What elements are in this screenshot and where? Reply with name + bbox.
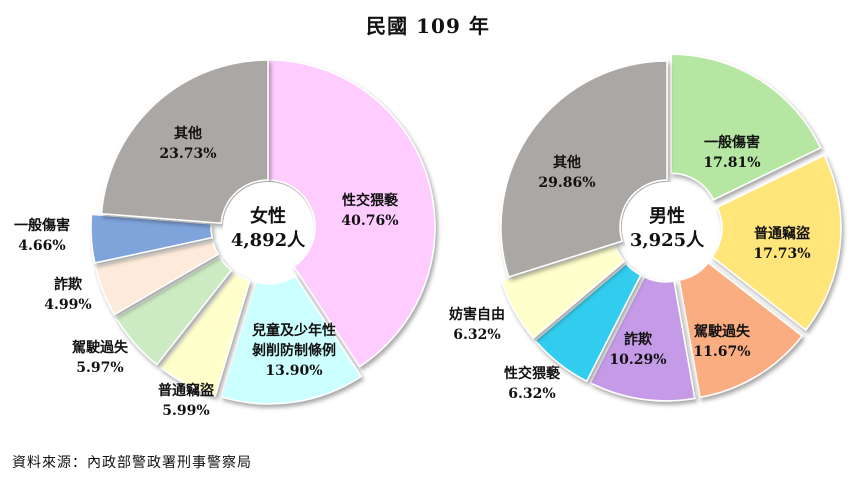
slice-一般傷害 <box>90 213 213 264</box>
slice-label-其他: 其他 23.73% <box>159 125 216 162</box>
slice-其他 <box>500 60 668 278</box>
slice-詐欺 <box>94 239 220 316</box>
slice-普通竊盜 <box>710 154 842 331</box>
slice-性交猥褻 <box>534 262 642 383</box>
slice-label-妨害自由: 妨害自由 6.32% <box>448 306 505 343</box>
slice-普通竊盜 <box>158 271 251 397</box>
slice-label-普通竊盜: 普通竊盜 17.73% <box>753 225 811 262</box>
slice-label-其他: 其他 29.86% <box>538 154 595 191</box>
slice-兒童及少年性剝削防制條例 <box>220 275 363 405</box>
slice-其他 <box>100 59 269 225</box>
slice-性交猥褻 <box>267 59 436 368</box>
slice-label-性交猥褻: 性交猥褻 40.76% <box>341 192 399 229</box>
page-title: 民國 109 年 <box>366 14 490 38</box>
slice-label-一般傷害: 一般傷害 4.66% <box>14 217 70 254</box>
center-disk <box>223 182 313 272</box>
source-note: 資料來源：內政部警政署刑事警察局 <box>12 455 252 471</box>
center-label: 女性 4,892人 <box>231 205 306 251</box>
slice-label-駕駛過失: 駕駛過失 5.97% <box>71 339 129 376</box>
slice-label-性交猥褻: 性交猥褻 6.32% <box>504 365 561 402</box>
male-doughnut-chart: 一般傷害 17.81% 普通竊盜 17.73% 駕駛過失 11.67% 詐欺 10.29% 性交… <box>448 53 842 402</box>
slice-駕駛過失 <box>115 256 233 366</box>
slice-label-詐欺: 詐欺 4.99% <box>44 276 91 313</box>
slice-label-一般傷害: 一般傷害 17.81% <box>703 134 760 171</box>
center-label: 男性 3,925人 <box>630 205 705 251</box>
female-doughnut-chart: 性交猥褻 40.76% 兒童及少年性剝削防制條例 13.90% 普通竊盜 5.99% 駕駛過… <box>14 59 436 419</box>
slice-一般傷害 <box>670 53 822 201</box>
slice-label-兒童及少年性剝削防制條例: 兒童及少年性剝削防制條例 13.90% <box>252 322 336 379</box>
slice-駕駛過失 <box>678 261 804 399</box>
slice-label-普通竊盜: 普通竊盜 5.99% <box>158 382 215 419</box>
slice-妨害自由 <box>500 244 626 340</box>
slice-label-詐欺: 詐欺 10.29% <box>609 331 666 368</box>
slice-詐欺 <box>589 275 696 402</box>
center-disk <box>622 182 712 272</box>
slice-label-駕駛過失: 駕駛過失 11.67% <box>693 323 751 360</box>
